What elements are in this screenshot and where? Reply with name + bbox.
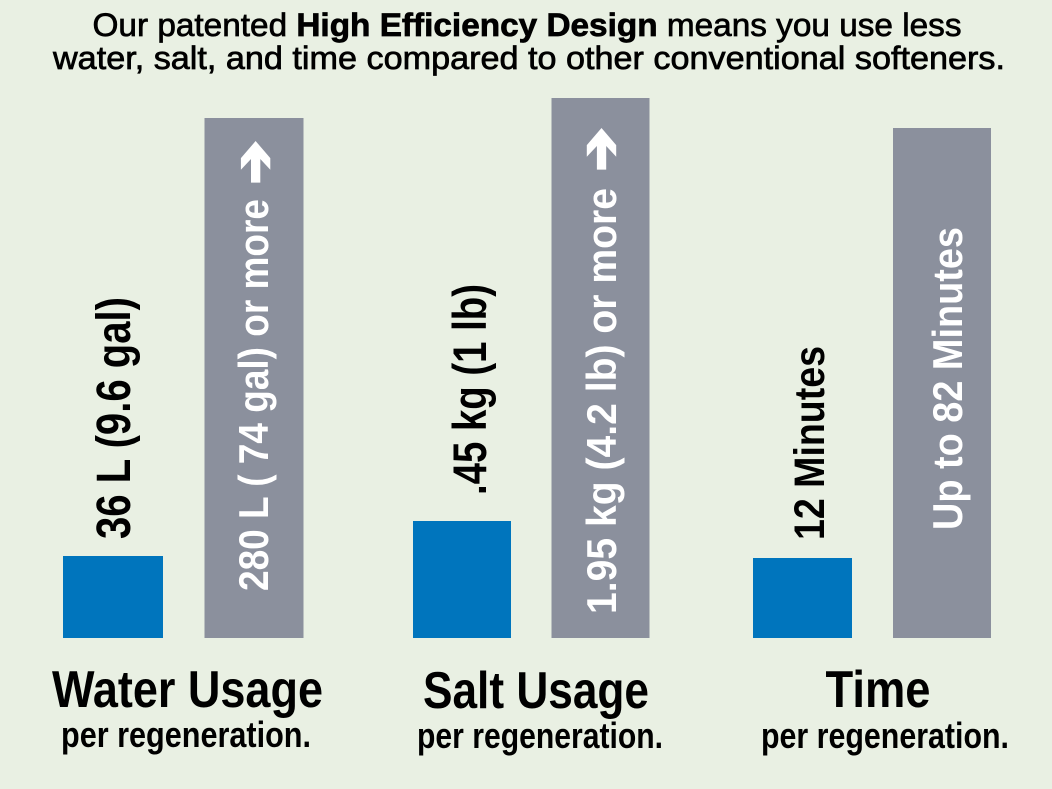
svg-text:water, salt, and time compared: water, salt, and time compared to other …: [52, 40, 1005, 76]
svg-text:Up to 82 Minutes: Up to 82 Minutes: [924, 227, 971, 530]
svg-text:Our patented High Efficiency D: Our patented High Efficiency Design mean…: [93, 7, 962, 43]
svg-text:12 Minutes: 12 Minutes: [786, 346, 834, 540]
svg-text:1.95 kg (4.2 lb) or more: 1.95 kg (4.2 lb) or more: [578, 188, 625, 614]
svg-text:Water Usage: Water Usage: [52, 661, 323, 719]
svg-text:per regeneration.: per regeneration.: [761, 715, 1009, 756]
svg-text:280 L ( 74 gal) or more: 280 L ( 74 gal) or more: [230, 199, 277, 591]
svg-text:per regeneration.: per regeneration.: [61, 714, 311, 755]
svg-text:36 L (9.6 gal): 36 L (9.6 gal): [88, 297, 141, 539]
svg-text:.45 kg (1 lb): .45 kg (1 lb): [443, 284, 496, 495]
svg-text:per regeneration.: per regeneration.: [417, 715, 663, 756]
svg-text:Salt Usage: Salt Usage: [423, 662, 649, 720]
svg-text:Time: Time: [826, 661, 931, 719]
